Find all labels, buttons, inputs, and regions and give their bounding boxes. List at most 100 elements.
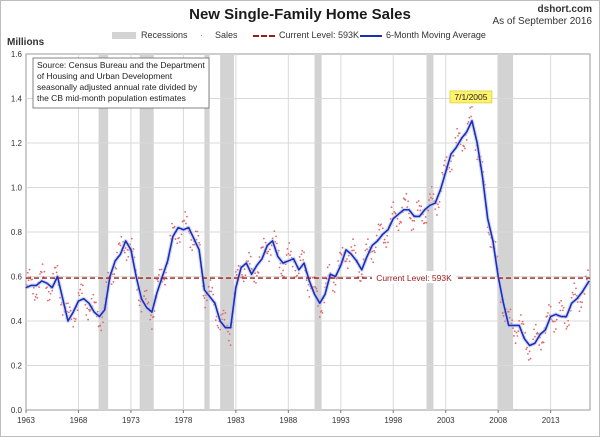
sales-point (423, 221, 426, 224)
sales-point (555, 318, 558, 321)
sales-point (229, 344, 232, 347)
sales-point (88, 308, 90, 311)
sales-point (244, 274, 247, 277)
sales-point (517, 330, 520, 333)
sales-point (51, 289, 54, 292)
sales-point (341, 246, 344, 249)
sales-point (391, 212, 394, 215)
y-tick-label: 1.2 (11, 139, 23, 148)
sales-point (266, 252, 269, 255)
sales-point (382, 241, 385, 244)
sales-point (255, 281, 257, 284)
sales-point (461, 149, 464, 152)
sales-point (100, 329, 103, 332)
sales-point (198, 241, 201, 244)
sales-point (273, 230, 276, 233)
sales-point (60, 303, 62, 306)
sales-point (411, 219, 414, 222)
sales-point (320, 310, 323, 312)
sales-point (90, 297, 93, 300)
sales-point (407, 200, 410, 203)
sales-point (197, 234, 200, 237)
sales-point (466, 122, 469, 125)
as-of-date: As of September 2016 (492, 16, 592, 27)
sales-point (463, 145, 465, 148)
sales-point (36, 296, 39, 299)
sales-point (314, 286, 317, 288)
sales-point (316, 290, 319, 293)
sales-point (465, 139, 468, 141)
sales-point (511, 319, 514, 322)
sales-point (508, 316, 511, 319)
sales-point (308, 295, 311, 298)
sales-point (527, 353, 529, 355)
sales-point (92, 293, 95, 296)
sales-point (452, 154, 455, 157)
legend-swatch-moving-average (360, 34, 382, 37)
sales-point (203, 297, 206, 299)
sales-point (207, 285, 210, 288)
sales-point (534, 323, 537, 326)
sales-point (333, 291, 336, 293)
sales-point (262, 237, 265, 240)
sales-point (110, 283, 113, 286)
sales-point (351, 249, 354, 252)
sales-point (115, 267, 117, 270)
sales-point (74, 318, 77, 320)
sales-point (125, 259, 128, 261)
sales-point (401, 206, 403, 209)
sales-point (120, 235, 123, 238)
sales-point (574, 293, 577, 296)
sales-point (366, 238, 369, 241)
sales-point (275, 235, 277, 238)
sales-point (428, 199, 431, 201)
sales-point (206, 299, 208, 302)
sales-point (383, 238, 386, 241)
sales-point (157, 280, 159, 283)
sales-point (183, 219, 186, 222)
sales-point (348, 260, 351, 263)
sales-point (290, 250, 292, 253)
sales-point (241, 275, 244, 278)
sales-point (160, 268, 163, 271)
x-tick-label: 1973 (122, 416, 140, 425)
sales-point (138, 304, 141, 307)
sales-point (450, 168, 453, 171)
sales-point (561, 305, 563, 307)
sales-point (189, 246, 192, 249)
sales-point (297, 272, 300, 275)
sales-point (294, 269, 297, 272)
sales-point (77, 291, 80, 294)
sales-point (395, 225, 398, 228)
sales-point (291, 265, 294, 268)
sales-point (572, 293, 575, 296)
y-tick-label: 0.2 (11, 362, 23, 371)
sales-point (570, 296, 573, 299)
sales-point (315, 287, 318, 290)
sales-point (48, 298, 51, 301)
sales-point (470, 115, 472, 118)
sales-point (581, 301, 584, 304)
sales-point (573, 282, 576, 285)
brand-name[interactable]: dshort.com (537, 4, 592, 15)
sales-point (46, 299, 49, 302)
sales-point (552, 320, 555, 323)
sales-point (280, 272, 283, 275)
sales-point (546, 315, 549, 317)
sales-point (220, 314, 222, 316)
sales-point (436, 203, 439, 206)
legend-sales: · Sales (200, 30, 238, 40)
sales-point (405, 192, 408, 195)
sales-point (427, 209, 430, 212)
sales-point (373, 251, 376, 254)
sales-point (532, 338, 535, 341)
sales-point (210, 290, 213, 293)
legend-current-level: Current Level: 593K (253, 30, 359, 40)
sales-point (78, 294, 81, 297)
sales-point (323, 301, 326, 304)
sales-point (326, 266, 329, 269)
sales-point (432, 193, 435, 195)
sales-point (287, 252, 290, 255)
sales-point (178, 236, 180, 239)
sales-point (364, 249, 367, 252)
